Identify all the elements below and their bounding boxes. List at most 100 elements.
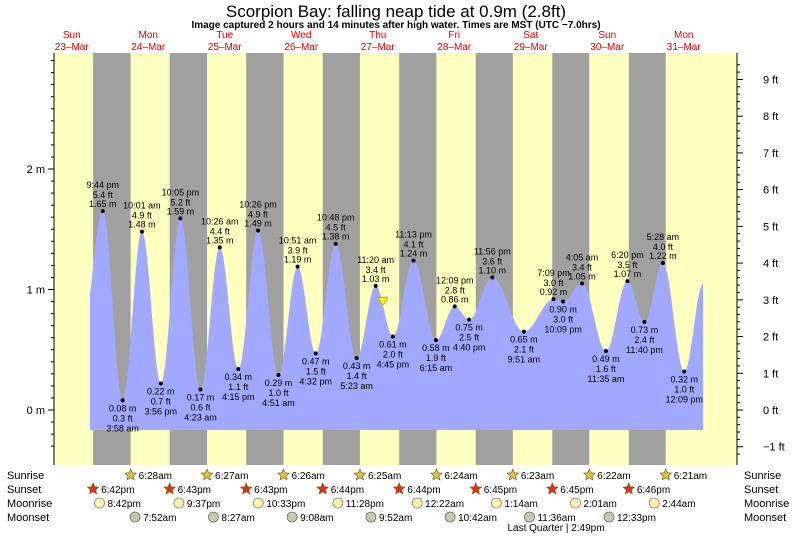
extreme-point [603,348,608,353]
day-date: 31–Mar [667,42,702,53]
extreme-meters: 1.03 m [362,274,390,284]
extreme-feet: 1.1 ft [228,382,249,392]
extreme-feet: 0.3 ft [113,413,134,423]
extreme-feet: 4.1 ft [403,240,424,250]
extreme-point [452,304,457,309]
extreme-time: 11:35 am [587,374,624,384]
extreme-time: 10:51 am [279,236,317,246]
sunset-icon [239,482,253,495]
extreme-point [467,317,472,322]
sunset-time: 6:45pm [560,485,593,496]
extreme-time: 10:09 pm [544,325,582,335]
moonrise-icon [332,497,344,509]
moonrise-row-label-right: Moonrise [744,498,789,510]
extreme-point [354,356,359,361]
extreme-feet: 3.5 ft [617,260,638,270]
sunrise-icon [353,468,367,481]
moonrise-icon [94,497,105,509]
moonset-icon [524,511,535,523]
sunset-icon [469,482,483,495]
extreme-time: 10:05 pm [162,187,200,197]
extreme-meters: 0.22 m [147,386,175,396]
extreme-point [551,297,556,302]
extreme-time: 11:40 pm [626,345,663,355]
sunrise-icon [200,468,214,481]
extreme-time: 10:48 pm [317,213,355,223]
extreme-meters: 1.19 m [284,255,312,265]
extreme-meters: 0.49 m [592,354,620,364]
day-name: Sat [523,30,538,41]
extreme-point [276,373,281,378]
extreme-meters: 1.49 m [244,218,272,228]
extreme-point [390,334,395,339]
extreme-feet: 5.2 ft [170,197,191,207]
sunrise-time: 6:27am [215,471,248,482]
extreme-time: 9:51 am [508,355,541,365]
moonset-time: 9:52am [379,513,412,524]
sunset-time: 6:44pm [331,485,364,496]
extreme-markers: 9:44 pm5.4 ft1.65 m 0.08 m0.3 ft3:58 am 10… [87,180,703,433]
extreme-feet: 1.6 ft [596,364,617,374]
sunset-icon [622,482,636,495]
sunset-row-label-right: Sunset [744,484,778,496]
right-tick-label: 1 ft [763,368,778,380]
extreme-feet: 0.7 ft [151,396,172,406]
moonrise-row-label-left: Moonrise [7,498,52,510]
extreme-point [295,264,300,269]
day-name: Fri [448,30,460,41]
day-date: 29–Mar [514,42,549,53]
extreme-feet: 3.0 ft [553,315,574,325]
moonrise-icon [252,497,264,509]
right-tick-label: 6 ft [763,185,778,197]
extreme-meters: 0.65 m [510,335,538,345]
extreme-point [580,281,585,286]
sunset-icon [316,482,330,495]
extreme-time: 10:26 am [201,216,239,226]
extreme-point [561,299,566,304]
extreme-point [411,258,416,263]
moonset-icon [208,511,219,523]
extreme-meters: 0.90 m [549,305,577,315]
moonset-row-label-left: Moonset [7,512,49,524]
moonset-time: 9:08am [300,513,333,524]
extreme-meters: 0.47 m [302,356,330,366]
extreme-time: 10:26 pm [239,199,277,209]
day-name: Wed [291,30,311,41]
day-date: 23–Mar [55,42,90,53]
sunset-row-label-left: Sunset [7,484,41,496]
extreme-meters: 0.73 m [631,325,659,335]
extreme-meters: 1.22 m [649,251,677,261]
sunset-icon [392,482,406,495]
extreme-feet: 2.8 ft [445,285,466,295]
sunrise-time: 6:21am [674,471,707,482]
sunrise-time: 6:26am [292,471,325,482]
sunset-icon [545,482,559,495]
sunset-time: 6:45pm [484,485,517,496]
sunrise-time: 6:25am [368,471,401,482]
day-date: 30–Mar [590,42,625,53]
day-name: Tue [216,30,233,41]
extreme-point [217,245,222,250]
extreme-meters: 1.35 m [206,235,234,245]
extreme-feet: 1.9 ft [426,353,447,363]
moonset-icon [286,511,298,523]
extreme-feet: 4.4 ft [210,226,231,236]
moonset-icon [603,511,615,523]
moonset-icon [444,511,456,523]
extreme-feet: 4.9 ft [132,211,153,221]
moonset-time: 11:36am [537,513,575,524]
extreme-feet: 1.5 ft [306,366,327,376]
extreme-feet: 3.6 ft [482,256,503,266]
extreme-feet: 2.0 ft [383,349,404,359]
day-name: Sun [63,30,81,41]
extreme-time: 9:44 pm [87,180,120,190]
extreme-point [682,369,687,374]
extreme-point [198,387,203,392]
left-axis-meters: 0 m 1 m 2 m [27,53,55,465]
extreme-time: 4:40 pm [453,343,486,353]
day-date: 24–Mar [131,42,166,53]
sunrise-icon [659,468,673,481]
extreme-feet: 4.0 ft [653,242,674,252]
right-tick-label: 8 ft [763,111,778,123]
sunset-time: 6:44pm [407,485,440,496]
